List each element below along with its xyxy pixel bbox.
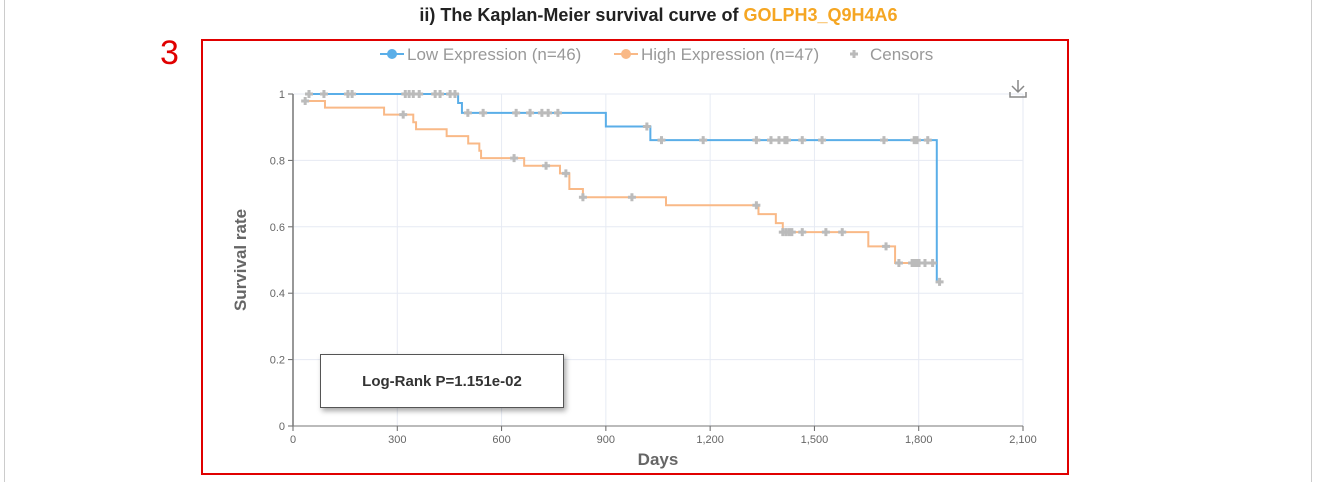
low-expression-curve: [306, 93, 940, 283]
censor-mark: [544, 108, 553, 117]
censor-mark: [752, 201, 761, 210]
censor-mark: [512, 108, 521, 117]
censor-mark: [787, 228, 796, 237]
legend-item: Low Expression (n=46): [407, 45, 581, 64]
censor-mark: [436, 90, 445, 98]
download-icon[interactable]: [1009, 80, 1027, 98]
legend-item: Censors: [870, 45, 933, 64]
x-axis-label: Days: [638, 450, 679, 469]
censor-mark: [526, 108, 535, 117]
censor-mark: [657, 136, 666, 145]
censor-mark: [879, 136, 888, 145]
censor-mark: [821, 228, 830, 237]
censor-mark: [766, 136, 775, 145]
x-tick-label: 2,100: [1009, 434, 1037, 446]
x-tick-label: 600: [492, 434, 510, 446]
censor-mark: [923, 136, 932, 145]
legend-censor-marker: [850, 50, 858, 58]
y-tick-label: 0.6: [270, 222, 285, 234]
censor-mark: [348, 90, 357, 98]
censor-mark: [642, 122, 651, 131]
censor-mark: [553, 108, 562, 117]
x-tick-label: 900: [597, 434, 615, 446]
x-tick-label: 1,500: [801, 434, 829, 446]
legend-item: High Expression (n=47): [641, 45, 819, 64]
censor-mark: [699, 136, 708, 145]
title-prefix: ii) The Kaplan-Meier survival curve of: [419, 5, 744, 25]
y-axis-label: Survival rate: [231, 209, 250, 311]
censor-mark: [935, 277, 944, 286]
page-frame-left: [4, 0, 5, 482]
censor-mark: [838, 228, 847, 237]
censor-mark: [415, 90, 424, 98]
censor-mark: [818, 136, 827, 145]
y-tick-label: 1: [279, 89, 285, 101]
censor-mark: [450, 90, 459, 98]
censor-mark: [479, 108, 488, 117]
censor-mark: [882, 242, 891, 251]
censor-mark: [542, 161, 551, 170]
censor-mark: [304, 90, 313, 98]
censor-mark: [912, 136, 921, 145]
log-rank-annotation: Log-Rank P=1.151e-02: [320, 354, 564, 408]
legend-marker: [387, 49, 397, 59]
y-tick-label: 0.8: [270, 155, 285, 167]
censor-mark: [627, 193, 636, 202]
censor-mark: [399, 110, 408, 119]
censor-mark: [894, 258, 903, 267]
gene-name: GOLPH3_Q9H4A6: [743, 5, 898, 25]
censor-mark: [798, 136, 807, 145]
censor-mark: [752, 136, 761, 145]
censor-mark: [561, 169, 570, 178]
high-expression-curve: [305, 99, 933, 264]
y-tick-label: 0.2: [270, 355, 285, 367]
censor-mark: [928, 258, 937, 267]
censor-mark: [578, 193, 587, 202]
censor-mark: [510, 154, 519, 163]
legend-marker: [621, 49, 631, 59]
censor-mark: [782, 136, 791, 145]
censor-mark: [463, 108, 472, 117]
censor-mark: [920, 258, 929, 267]
x-tick-label: 300: [388, 434, 406, 446]
x-tick-label: 1,800: [905, 434, 933, 446]
censor-mark: [319, 90, 328, 98]
page-frame-right: [1311, 0, 1312, 482]
y-tick-label: 0: [279, 421, 285, 433]
censor-mark: [798, 228, 807, 237]
x-tick-label: 0: [290, 434, 296, 446]
x-tick-label: 1,200: [696, 434, 724, 446]
censor-mark: [301, 96, 310, 105]
chart-section-title: ii) The Kaplan-Meier survival curve of G…: [0, 5, 1317, 26]
y-tick-label: 0.4: [270, 288, 285, 300]
panel-number: 3: [160, 34, 179, 72]
panel-highlight-box: [201, 39, 1069, 475]
download-icon-glyph: [1009, 80, 1027, 98]
